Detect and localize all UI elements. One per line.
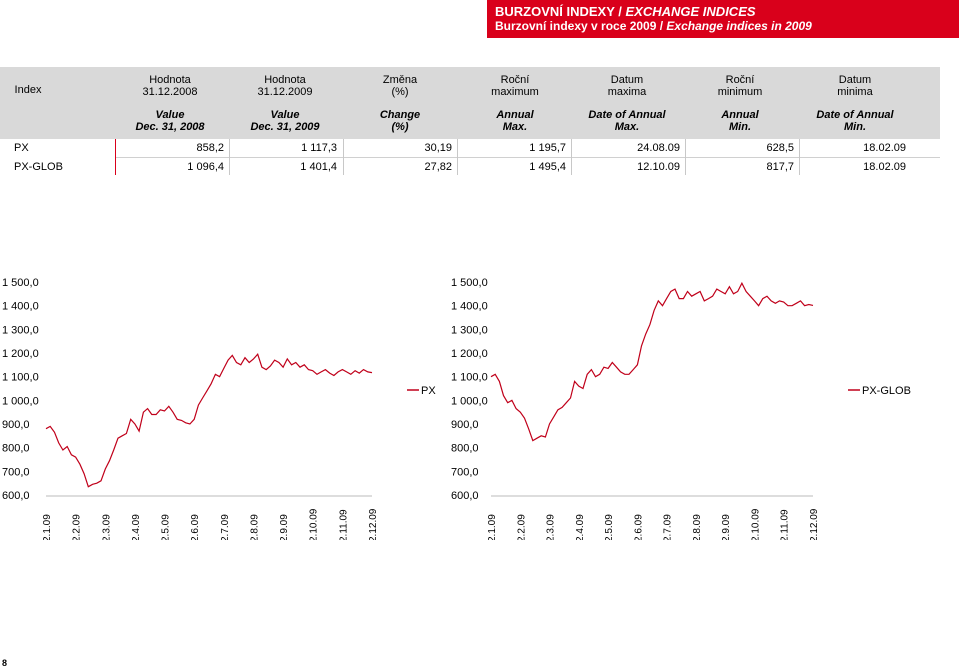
x-tick-label: 2.1.09 bbox=[42, 514, 53, 540]
banner-title: BURZOVNÍ INDEXY / EXCHANGE INDICES bbox=[495, 4, 756, 19]
x-tick-label: 2.10.09 bbox=[750, 508, 761, 540]
column-divider bbox=[229, 139, 230, 175]
section-banner: BURZOVNÍ INDEXY / EXCHANGE INDICES Burzo… bbox=[487, 0, 959, 38]
header-en-3: Change (%) bbox=[379, 109, 421, 133]
x-tick-label: 2.8.09 bbox=[692, 514, 703, 540]
series-line-px-glob bbox=[490, 281, 814, 442]
header-en-2: Value Dec. 31, 2009 bbox=[250, 109, 320, 133]
y-tick-label: 1 000,0 bbox=[451, 395, 488, 407]
px-glob-chart: 600,0 700,0 800,0 900,0 1 000,0 1 100,0 1 200,… bbox=[451, 277, 911, 540]
table-cell: 858,2 bbox=[196, 142, 224, 154]
x-tick-label: 2.6.09 bbox=[633, 514, 644, 540]
table-cell: 628,5 bbox=[766, 142, 794, 154]
x-tick-label: 2.5.09 bbox=[604, 514, 615, 540]
table-cell: 1 495,4 bbox=[529, 161, 566, 173]
header-cz-0: Index bbox=[14, 84, 42, 96]
table-header bbox=[0, 67, 940, 139]
y-tick-label: 1 200,0 bbox=[2, 348, 39, 360]
y-tick-label: 700,0 bbox=[451, 466, 479, 478]
x-tick-label: 2.5.09 bbox=[161, 514, 172, 540]
x-tick-label: 2.9.09 bbox=[721, 514, 732, 540]
header-cz-1: Hodnota 31.12.2008 bbox=[142, 74, 198, 98]
y-tick-label: 1 200,0 bbox=[451, 348, 488, 360]
table-cell: 1 401,4 bbox=[300, 161, 337, 173]
x-tick-label: 2.2.09 bbox=[516, 514, 527, 540]
x-tick-label: 2.3.09 bbox=[101, 514, 112, 540]
x-tick-label: 2.11.09 bbox=[780, 509, 791, 540]
y-tick-label: 1 300,0 bbox=[2, 324, 39, 336]
y-tick-label: 900,0 bbox=[2, 419, 30, 431]
y-tick-label: 900,0 bbox=[451, 419, 479, 431]
x-tick-label: 2.4.09 bbox=[575, 514, 586, 540]
x-tick-label: 2.4.09 bbox=[131, 514, 142, 540]
x-tick-label: 2.7.09 bbox=[663, 514, 674, 540]
table-cell: 27,82 bbox=[424, 161, 452, 173]
table-cell: 1 096,4 bbox=[187, 161, 224, 173]
px-chart: 600,0 700,0 800,0 900,0 1 000,0 1 100,0 1 200,… bbox=[2, 277, 436, 540]
header-cz-7: Datum minima bbox=[837, 74, 873, 98]
y-tick-label: 600,0 bbox=[451, 490, 479, 502]
x-tick-label: 2.1.09 bbox=[487, 514, 498, 540]
table-cell: 24.08.09 bbox=[637, 142, 680, 154]
row-divider bbox=[115, 157, 940, 158]
x-tick-label: 2.12.09 bbox=[809, 508, 820, 540]
header-en-7: Date of Annual Min. bbox=[816, 109, 894, 133]
x-tick-label: 2.6.09 bbox=[190, 514, 201, 540]
x-tick-label: 2.7.09 bbox=[220, 514, 231, 540]
y-tick-label: 600,0 bbox=[2, 490, 30, 502]
column-divider bbox=[685, 139, 686, 175]
banner-subtitle: Burzovní indexy v roce 2009 / Exchange i… bbox=[495, 19, 812, 33]
x-tick-label: 2.2.09 bbox=[72, 514, 83, 540]
header-en-6: Annual Min. bbox=[721, 109, 759, 133]
y-tick-label: 800,0 bbox=[451, 443, 479, 455]
header-en-5: Date of Annual Max. bbox=[588, 109, 666, 133]
header-cz-2: Hodnota 31.12.2009 bbox=[257, 74, 313, 98]
x-tick-label: 2.11.09 bbox=[338, 509, 349, 540]
x-tick-label: 2.9.09 bbox=[279, 514, 290, 540]
y-tick-label: 1 100,0 bbox=[2, 372, 39, 384]
header-en-4: Annual Max. bbox=[496, 109, 534, 133]
table-cell: 1 195,7 bbox=[529, 142, 566, 154]
header-en-1: Value Dec. 31, 2008 bbox=[135, 109, 205, 133]
x-tick-label: 2.10.09 bbox=[309, 508, 320, 540]
legend-label: PX bbox=[421, 385, 436, 397]
header-cz-4: Roční maximum bbox=[491, 74, 539, 98]
table-cell: 18.02.09 bbox=[863, 142, 906, 154]
column-divider bbox=[457, 139, 458, 175]
y-tick-label: 700,0 bbox=[2, 466, 30, 478]
table-cell: 817,7 bbox=[766, 161, 794, 173]
index-name: PX-GLOB bbox=[14, 161, 63, 173]
y-tick-label: 1 100,0 bbox=[451, 372, 488, 384]
header-cz-3: Změna (%) bbox=[382, 74, 418, 98]
y-tick-label: 800,0 bbox=[2, 443, 30, 455]
index-name: PX bbox=[14, 142, 29, 154]
column-divider bbox=[799, 139, 800, 175]
y-tick-label: 1 400,0 bbox=[2, 301, 39, 313]
series-line-px bbox=[45, 353, 373, 488]
page-number: 8 bbox=[2, 658, 8, 668]
y-tick-label: 1 500,0 bbox=[2, 277, 39, 289]
x-tick-label: 2.8.09 bbox=[249, 514, 260, 540]
x-tick-label: 2.12.09 bbox=[368, 508, 379, 540]
column-divider bbox=[343, 139, 344, 175]
y-tick-label: 1 400,0 bbox=[451, 301, 488, 313]
column-divider bbox=[115, 139, 116, 175]
y-tick-label: 1 500,0 bbox=[451, 277, 488, 289]
table-cell: 1 117,3 bbox=[301, 142, 337, 154]
table-cell: 18.02.09 bbox=[863, 161, 906, 173]
x-tick-label: 2.3.09 bbox=[546, 514, 557, 540]
table-cell: 12.10.09 bbox=[637, 161, 680, 173]
legend-label: PX-GLOB bbox=[862, 385, 911, 397]
column-divider bbox=[571, 139, 572, 175]
y-tick-label: 1 000,0 bbox=[2, 395, 39, 407]
table-cell: 30,19 bbox=[424, 142, 452, 154]
header-cz-6: Roční minimum bbox=[717, 74, 763, 98]
y-tick-label: 1 300,0 bbox=[451, 324, 488, 336]
header-cz-5: Datum maxima bbox=[607, 74, 647, 98]
